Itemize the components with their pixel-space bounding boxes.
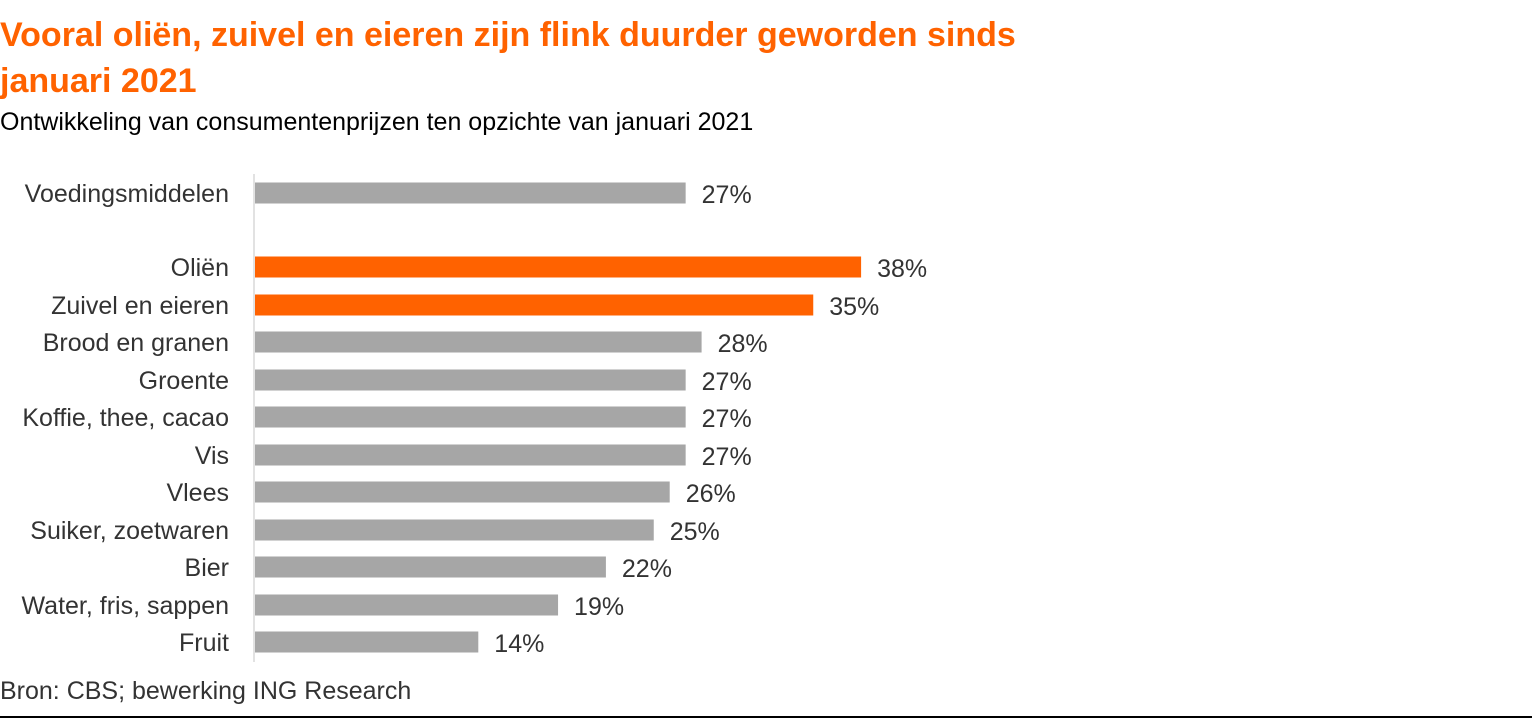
category-label: Groente	[139, 367, 229, 395]
bar-4	[255, 369, 686, 391]
data-label: 27%	[702, 405, 752, 433]
chart-title: Vooral oliën, zuivel en eieren zijn flin…	[0, 12, 1098, 104]
bar-3	[255, 331, 702, 353]
bar-7	[255, 481, 670, 503]
chart-subtitle: Ontwikkeling van consumentenprijzen ten …	[0, 108, 754, 136]
category-label: Brood en granen	[43, 329, 229, 357]
category-label: Bier	[185, 554, 229, 582]
bar-11	[255, 631, 479, 653]
category-label: Oliën	[171, 254, 229, 282]
category-label: Vis	[195, 442, 229, 470]
category-label: Voedingsmiddelen	[25, 180, 229, 208]
category-label: Fruit	[179, 629, 229, 657]
bottom-divider	[0, 716, 1532, 718]
chart-title-line-1: Vooral oliën, zuivel en eieren zijn flin…	[0, 16, 1016, 54]
category-label: Suiker, zoetwaren	[30, 517, 229, 545]
category-label: Koffie, thee, cacao	[22, 404, 229, 432]
source-note: Bron: CBS; bewerking ING Research	[0, 677, 412, 705]
bar-10	[255, 594, 559, 616]
data-label: 35%	[829, 293, 879, 321]
bar-5	[255, 406, 686, 428]
bar-8	[255, 519, 654, 541]
bar-6	[255, 444, 686, 466]
data-label: 25%	[670, 518, 720, 546]
data-label: 38%	[877, 255, 927, 283]
data-label: 27%	[702, 443, 752, 471]
data-label: 22%	[622, 555, 672, 583]
category-label: Zuivel en eieren	[51, 292, 229, 320]
bar-chart: Voedingsmiddelen 27% Oliën 38% Zuivel en eie…	[22, 174, 927, 662]
data-label: 27%	[702, 181, 752, 209]
data-label: 28%	[718, 330, 768, 358]
bar-9	[255, 556, 606, 578]
data-label: 19%	[574, 593, 624, 621]
data-label: 26%	[686, 480, 736, 508]
bar-1	[255, 256, 862, 278]
category-label: Water, fris, sappen	[22, 592, 230, 620]
bar-2	[255, 294, 814, 316]
bar-0	[255, 182, 686, 204]
category-label: Vlees	[166, 479, 229, 507]
chart-title-line-2: januari 2021	[0, 62, 197, 100]
data-label: 14%	[494, 630, 544, 658]
data-label: 27%	[702, 368, 752, 396]
